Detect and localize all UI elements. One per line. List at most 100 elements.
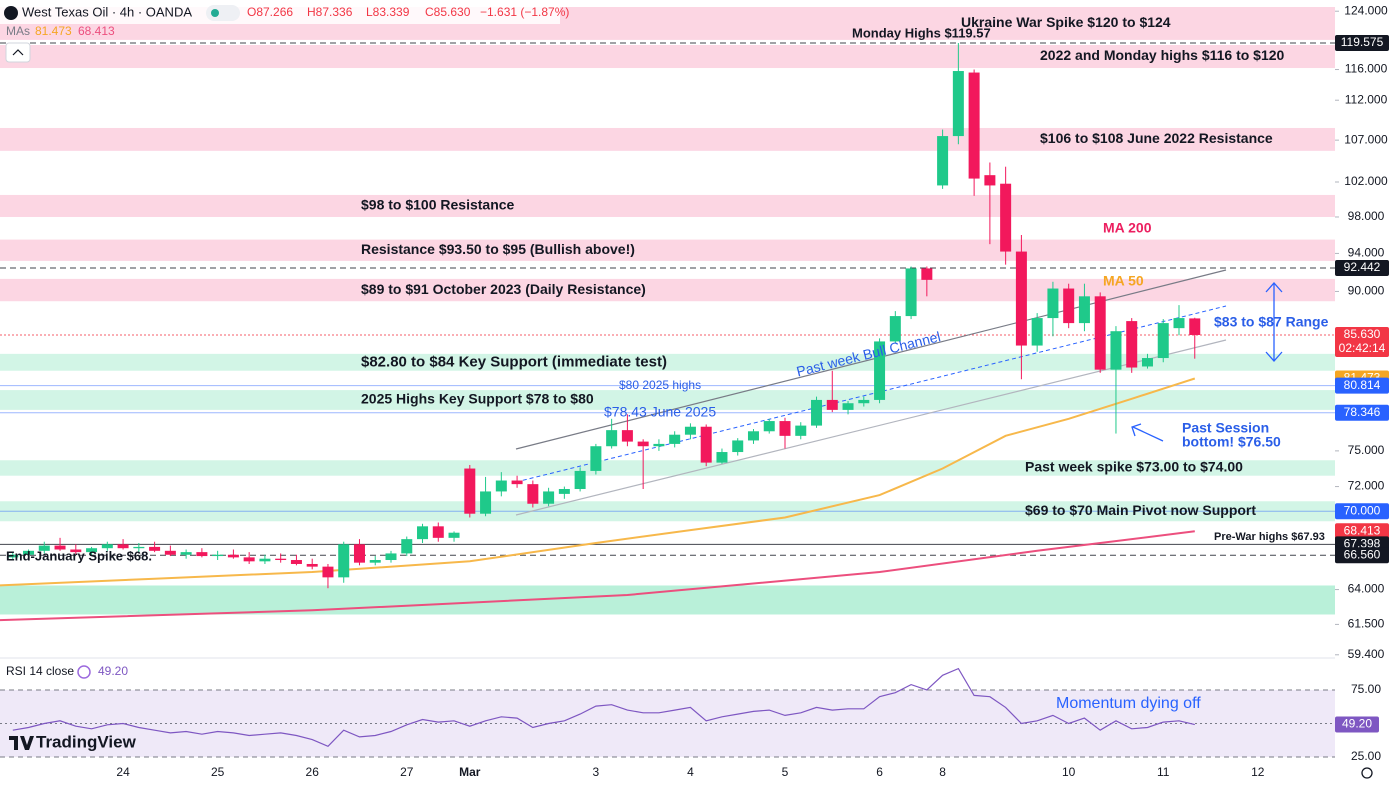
candle-body: [133, 546, 145, 549]
candle-body: [1173, 318, 1185, 329]
x-tick-label: 12: [1251, 765, 1265, 779]
rsi-value-box: [1335, 716, 1379, 733]
zone: [0, 194, 1335, 217]
annotation: Past Session: [1182, 420, 1269, 436]
ohlc-close: C85.630: [425, 5, 471, 19]
rsi-value-label: 49.20: [1342, 717, 1372, 731]
candle-body: [243, 557, 255, 562]
price-label-box: [1335, 547, 1389, 564]
price-label-box: [1335, 34, 1389, 51]
candle-body: [70, 549, 82, 553]
x-tick-label: 5: [782, 765, 789, 779]
y-tick-label: 102.000: [1344, 174, 1388, 188]
zone-label: 2025 Highs Key Support $78 to $80: [361, 391, 594, 407]
candle-body: [905, 268, 917, 317]
candle-body: [1141, 358, 1153, 367]
price-label: 78.346: [1344, 405, 1381, 419]
zone: [0, 239, 1335, 261]
candle-body: [984, 175, 996, 186]
candle-body: [669, 434, 681, 444]
candle-body: [716, 452, 728, 463]
candle-body: [921, 268, 933, 280]
candle-body: [196, 552, 208, 557]
candle-body: [1126, 321, 1138, 368]
x-tick-label: 6: [876, 765, 883, 779]
rsi-title: RSI 14 close: [6, 664, 74, 678]
candle-body: [558, 489, 570, 494]
candle-body: [1031, 318, 1043, 346]
candle-body: [637, 441, 649, 447]
candle-body: [937, 136, 949, 186]
zone-label: $98 to $100 Resistance: [361, 197, 515, 213]
candle-body: [621, 430, 633, 442]
channel-mid: [515, 305, 1227, 483]
candle-body: [527, 484, 539, 504]
candle-body: [511, 480, 523, 485]
candle-body: [23, 550, 35, 555]
candle-body: [227, 554, 239, 558]
x-tick-label: 10: [1062, 765, 1076, 779]
candle-body: [1047, 288, 1059, 319]
candle-body: [417, 526, 429, 540]
candle-body: [952, 71, 964, 137]
collapse-button[interactable]: [5, 42, 31, 63]
candle-body: [338, 544, 350, 578]
price-label: 92.442: [1344, 260, 1381, 274]
zone-label: $82.80 to $84 Key Support (immediate tes…: [361, 353, 667, 370]
candle-body: [889, 316, 901, 342]
symbol-icon: [4, 6, 18, 20]
x-tick-label: 27: [400, 765, 414, 779]
candle-body: [259, 558, 271, 562]
candle-body: [495, 480, 507, 492]
price-label: 80.814: [1344, 378, 1381, 392]
y-tick-label: 98.000: [1348, 209, 1385, 223]
candle-body: [86, 548, 98, 553]
candle-body: [322, 566, 334, 578]
zone: [0, 501, 1335, 522]
zone-label: Resistance $93.50 to $95 (Bullish above!…: [361, 241, 635, 257]
x-tick-label: 8: [939, 765, 946, 779]
y-tick-label: 112.000: [1345, 92, 1388, 106]
arrows: [1131, 282, 1283, 442]
collapse-icon: [12, 49, 24, 56]
candle-body: [795, 425, 807, 436]
price-label-box: [1335, 503, 1389, 520]
x-tick-label: 26: [306, 765, 320, 779]
candle-body: [653, 443, 665, 447]
price-label: 119.575: [1341, 35, 1384, 49]
candle-body: [353, 544, 365, 563]
channel-lower: [515, 339, 1227, 516]
candle-body: [1000, 183, 1012, 252]
candle-body: [101, 544, 113, 549]
annotation: End-January Spike $68.: [6, 548, 152, 563]
candle-body: [448, 532, 460, 538]
x-tick-label: 2: [0, 765, 1, 779]
candle-body: [180, 552, 192, 555]
zone: [0, 44, 1335, 69]
candle-body: [574, 470, 586, 490]
candle-body: [1157, 323, 1169, 359]
channel-upper: [515, 269, 1227, 450]
header-bg: [0, 0, 560, 24]
countdown: 02:42:14: [1339, 341, 1386, 355]
ma50-label: MA 50: [1103, 273, 1144, 289]
x-tick-label: 25: [211, 765, 225, 779]
candle-body: [842, 403, 854, 410]
annotation: $78.43 June 2025: [604, 404, 716, 420]
candle-body: [747, 431, 759, 441]
candle-body: [1078, 296, 1090, 324]
x-tick-label: 3: [593, 765, 600, 779]
zone-label: Past week spike $73.00 to $74.00: [1025, 459, 1243, 475]
bottom-arrow-head: [1131, 423, 1142, 437]
candle-body: [164, 550, 176, 555]
rsi-line: [12, 667, 1195, 748]
bottom-arrow: [1132, 426, 1164, 442]
annotation: Pre-War highs $67.93: [1214, 531, 1325, 543]
annotation: bottom! $76.50: [1182, 434, 1281, 450]
price-label-box: [1335, 523, 1389, 540]
zone: [0, 278, 1335, 302]
candle-body: [590, 446, 602, 471]
settings-button[interactable]: [1361, 767, 1373, 779]
y-tick-label: 107.000: [1344, 132, 1388, 146]
